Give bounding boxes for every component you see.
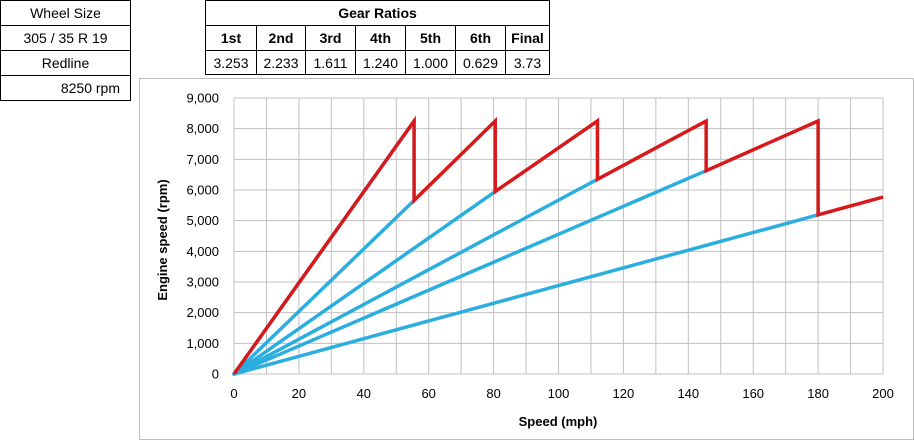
- gear-line-2: [232, 198, 416, 376]
- wheel-size-label: Wheel Size: [0, 0, 131, 26]
- x-tick-label: 60: [421, 386, 435, 401]
- y-tick-label: 0: [212, 367, 219, 382]
- redline-label: Redline: [0, 50, 131, 76]
- x-tick-label: 180: [807, 386, 829, 401]
- y-tick-label: 1,000: [186, 336, 219, 351]
- x-tick-label: 80: [486, 386, 500, 401]
- gear-ratio-6th[interactable]: 0.629: [455, 50, 506, 75]
- gear-header-4th: 4th: [355, 25, 406, 51]
- y-tick-label: 8,000: [186, 121, 219, 136]
- x-tick-label: 0: [230, 386, 237, 401]
- y-tick-label: 6,000: [186, 183, 219, 198]
- redline-value[interactable]: 8250 rpm: [0, 75, 131, 101]
- gear-ratio-1st[interactable]: 3.253: [205, 50, 257, 75]
- x-tick-label: 100: [548, 386, 570, 401]
- gear-ratio-2nd[interactable]: 2.233: [256, 50, 306, 75]
- x-axis-label: Speed (mph): [519, 414, 598, 429]
- gear-header-2nd: 2nd: [256, 25, 306, 51]
- y-tick-label: 7,000: [186, 152, 219, 167]
- x-tick-labels: 0 20 40 60 80 100 120 140 160 180 200: [230, 386, 893, 401]
- x-tick-label: 140: [677, 386, 699, 401]
- x-tick-label: 40: [357, 386, 371, 401]
- gear-ratios-title: Gear Ratios: [205, 0, 550, 26]
- x-tick-label: 120: [613, 386, 635, 401]
- y-tick-label: 9,000: [186, 91, 219, 106]
- x-tick-label: 200: [872, 386, 894, 401]
- y-tick-label: 3,000: [186, 275, 219, 290]
- y-tick-label: 4,000: [186, 244, 219, 259]
- gear-header-final: Final: [505, 25, 550, 51]
- y-tick-labels: 0 1,000 2,000 3,000 4,000 5,000 6,000 7,000 8,00…: [186, 91, 219, 382]
- y-tick-label: 2,000: [186, 305, 219, 320]
- gear-ratio-4th[interactable]: 1.240: [355, 50, 406, 75]
- y-axis-label: Engine speed (rpm): [155, 179, 170, 300]
- shift-path-line: [232, 115, 884, 376]
- gear-header-5th: 5th: [405, 25, 456, 51]
- gear-line-3: [232, 189, 497, 376]
- shift-path-group: [232, 115, 884, 376]
- gear-line-6: [232, 213, 820, 376]
- gear-line-5: [232, 168, 708, 376]
- x-tick-label: 160: [742, 386, 764, 401]
- gear-line-4: [232, 177, 600, 376]
- gear-ratio-5th[interactable]: 1.000: [405, 50, 456, 75]
- x-tick-label: 20: [292, 386, 306, 401]
- gear-ratio-final[interactable]: 3.73: [505, 50, 550, 75]
- y-tick-label: 5,000: [186, 213, 219, 228]
